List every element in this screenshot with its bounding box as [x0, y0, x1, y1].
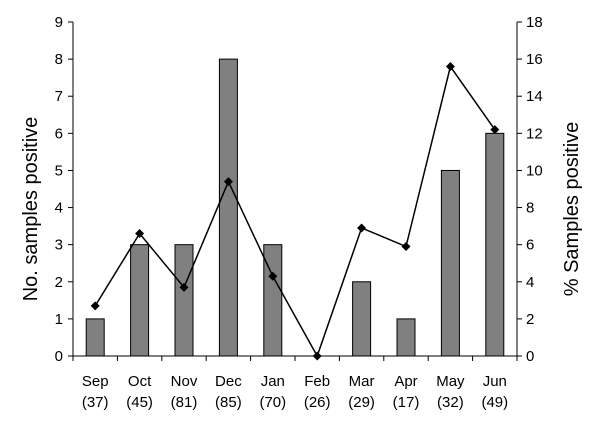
line-point	[268, 271, 278, 281]
x-tick-count: (17)	[393, 394, 420, 411]
line-point	[445, 62, 455, 72]
line-point	[401, 242, 411, 252]
x-axis-labels: Sep (37) Oct (45) Nov (81) Dec (85) Jan (70) Feb (2…	[72, 356, 518, 411]
x-tick-label: Oct	[128, 373, 152, 390]
x-tick-label: Nov	[171, 373, 198, 390]
x-tick-label: Jan	[261, 373, 285, 390]
left-tick-label: 9	[55, 14, 63, 31]
bar	[352, 281, 372, 357]
line-point	[179, 282, 189, 292]
right-tick-label: 16	[526, 51, 543, 68]
line-series	[90, 62, 500, 361]
x-tick-count: (45)	[126, 394, 153, 411]
right-tick-label: 0	[526, 348, 534, 365]
left-axis-title: No. samples positive	[20, 117, 42, 302]
x-tick-label: Feb	[304, 373, 330, 390]
x-tick-label: Mar	[349, 373, 375, 390]
bar	[174, 244, 194, 357]
right-tick-label: 18	[526, 14, 543, 31]
left-tick-label: 2	[55, 274, 63, 291]
left-tick-label: 6	[55, 125, 63, 142]
x-tick-label: Dec	[215, 373, 242, 390]
bar	[440, 169, 460, 357]
bar	[85, 318, 105, 357]
x-tick-count: (49)	[481, 394, 508, 411]
x-tick-count: (32)	[437, 394, 464, 411]
bar-series	[85, 58, 505, 357]
bar	[485, 132, 505, 357]
right-tick-label: 2	[526, 311, 534, 328]
right-axis-ticks: 0 2 4 6 8 10 12 14 16 18	[517, 14, 543, 365]
line-point	[135, 229, 145, 239]
x-tick-label: Apr	[394, 373, 417, 390]
x-tick-count: (26)	[304, 394, 331, 411]
x-tick-count: (70)	[259, 394, 286, 411]
right-tick-label: 6	[526, 237, 534, 254]
x-tick-label: Sep	[82, 373, 109, 390]
right-tick-label: 8	[526, 200, 534, 217]
right-tick-label: 12	[526, 125, 543, 142]
left-axis-ticks: 0 1 2 3 4 5 6 7 8 9	[55, 14, 73, 365]
bar	[130, 244, 150, 357]
right-tick-label: 14	[526, 88, 543, 105]
left-tick-label: 3	[55, 237, 63, 254]
left-tick-label: 4	[55, 200, 63, 217]
x-tick-count: (29)	[348, 394, 375, 411]
left-tick-label: 0	[55, 348, 63, 365]
right-axis-title: % Samples positive	[561, 122, 583, 297]
bar	[396, 318, 416, 357]
x-tick-count: (37)	[82, 394, 109, 411]
x-tick-label: Jun	[483, 373, 507, 390]
series-line	[94, 64, 496, 358]
line-point	[90, 301, 100, 311]
line-point	[357, 223, 367, 233]
line-point	[490, 125, 500, 135]
x-tick-count: (81)	[171, 394, 198, 411]
left-tick-label: 7	[55, 88, 63, 105]
right-tick-label: 4	[526, 274, 534, 291]
right-tick-label: 10	[526, 162, 543, 179]
left-tick-label: 8	[55, 51, 63, 68]
line-point	[223, 177, 233, 187]
bar	[218, 58, 238, 357]
x-tick-count: (85)	[215, 394, 242, 411]
left-tick-label: 1	[55, 311, 63, 328]
x-tick-label: May	[436, 373, 465, 390]
left-tick-label: 5	[55, 162, 63, 179]
